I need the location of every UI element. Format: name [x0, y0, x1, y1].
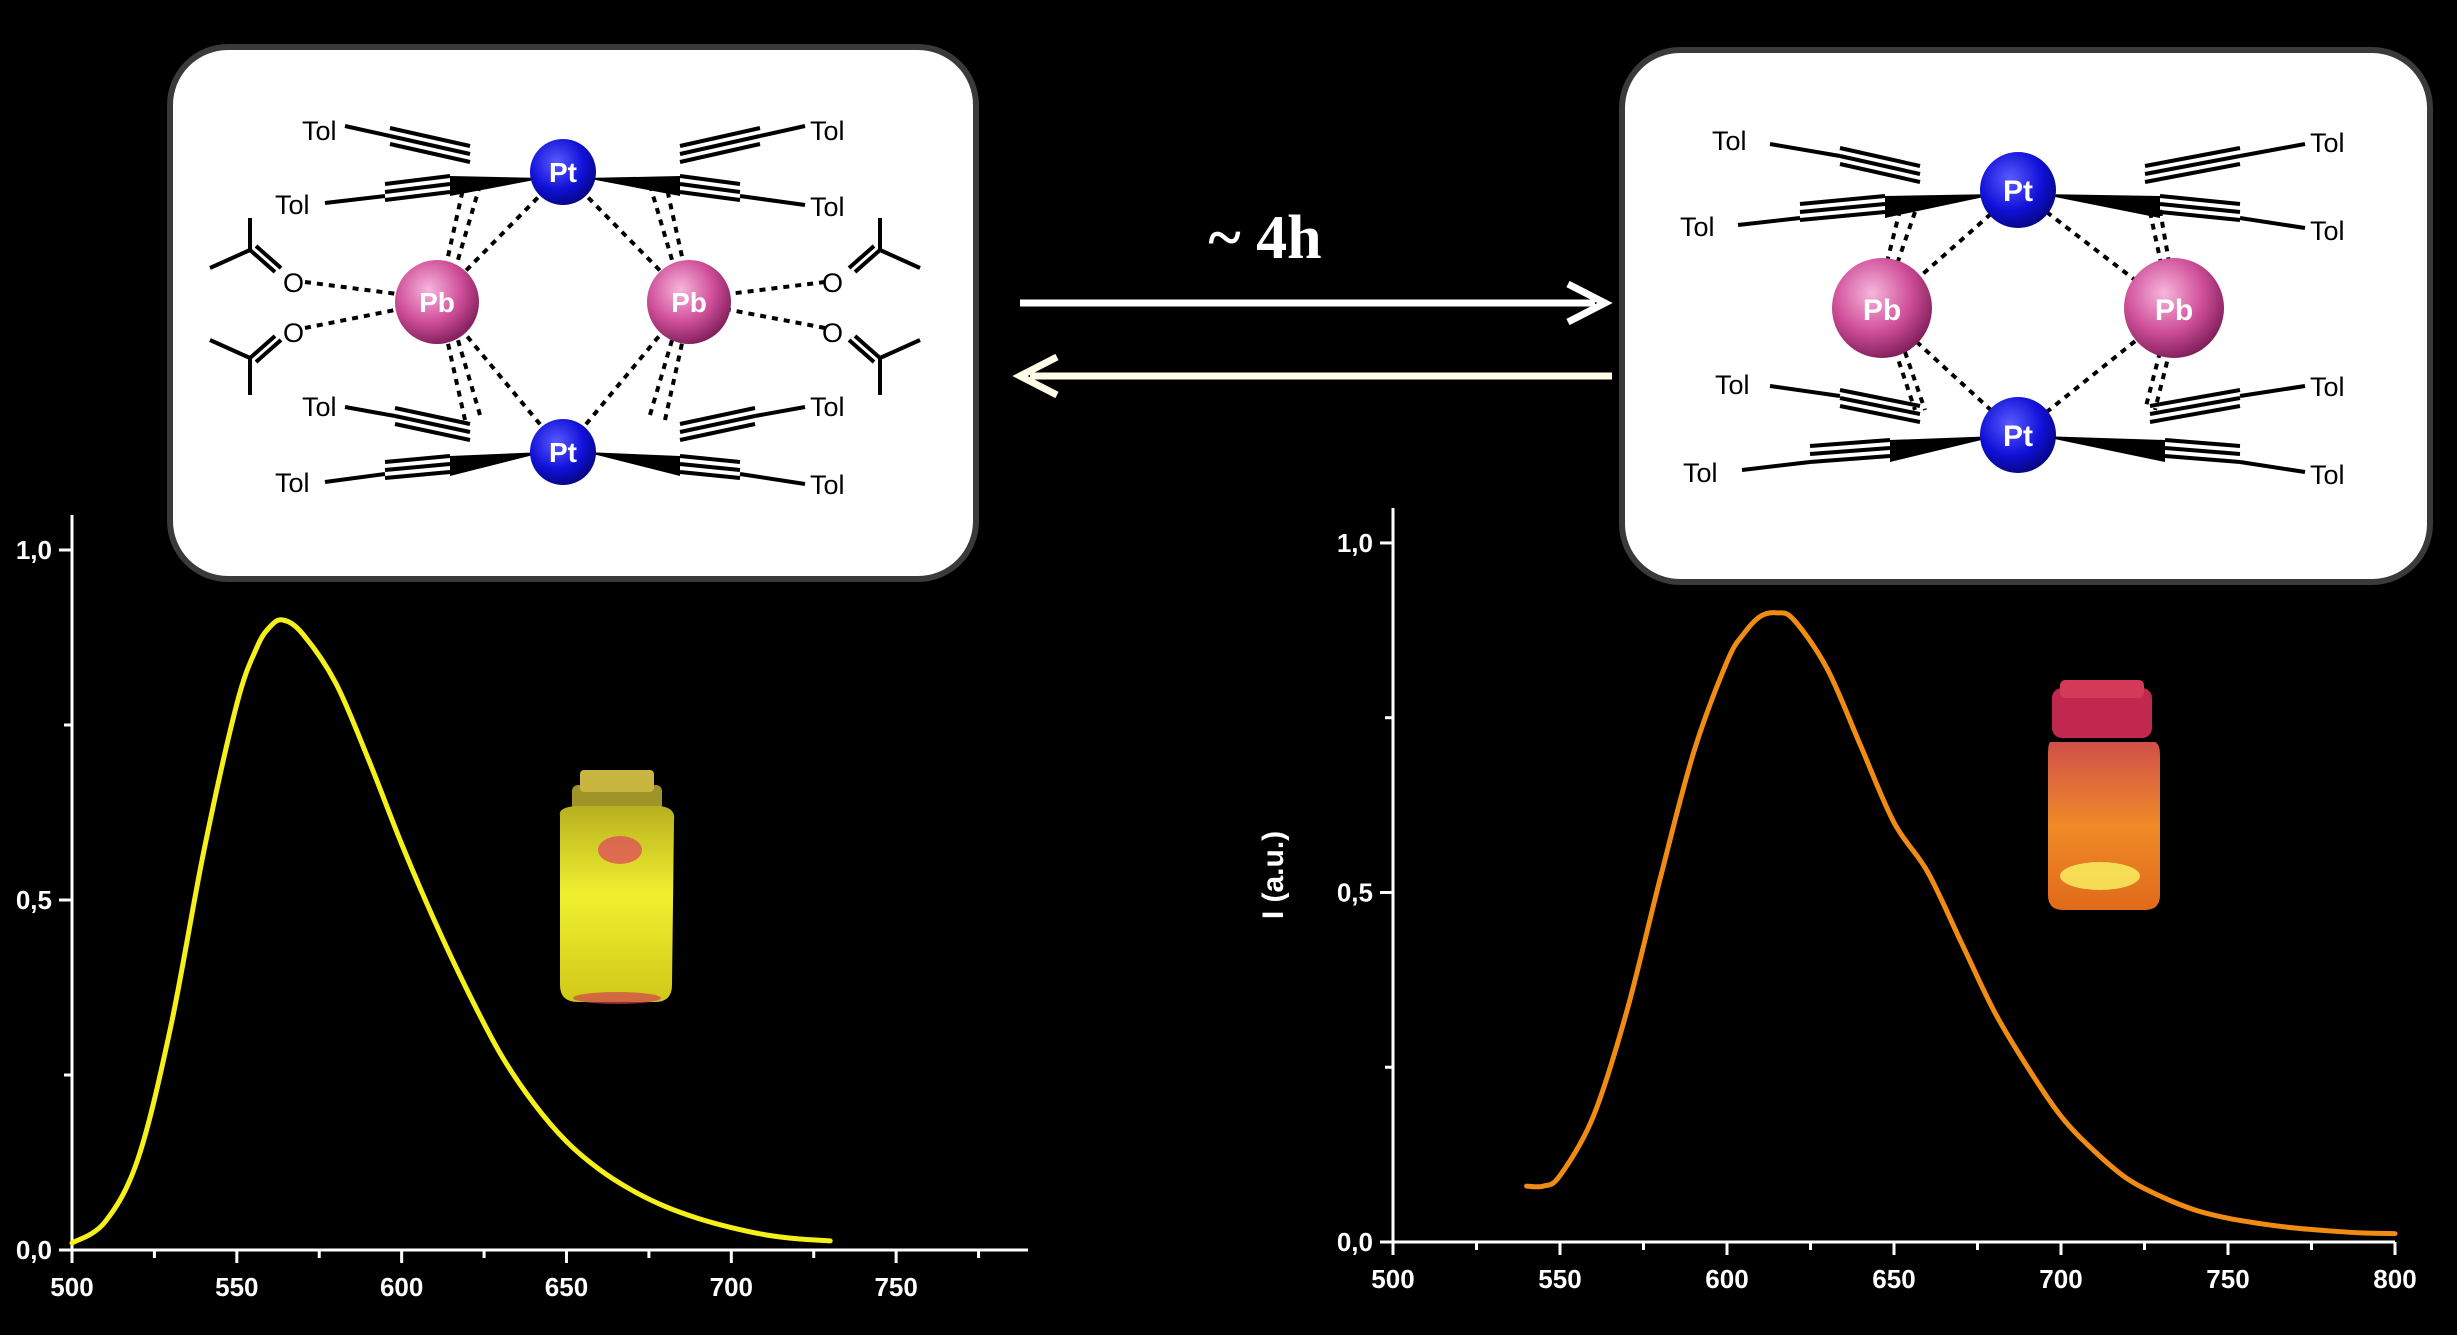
pb-label: Pb	[419, 287, 455, 318]
x-tick-label: 700	[2039, 1264, 2082, 1294]
emission-chart-left: 500 550 600 650 700 750 0,0 0,5 1,0	[16, 515, 1028, 1302]
pt-label: Pt	[549, 157, 577, 188]
structure-desolvated: Pt Pt Pb Pb Tol Tol Tol Tol Tol Tol Tol …	[1619, 47, 2433, 585]
y-tick-label: 1,0	[1337, 528, 1373, 558]
forward-arrowhead	[1566, 280, 1613, 326]
x-tick-label: 750	[2206, 1264, 2249, 1294]
wedge-bonds	[1885, 194, 2165, 462]
emission-series-line	[69, 617, 833, 1246]
tol-label: Tol	[810, 470, 845, 500]
reverse-arrowhead	[1012, 353, 1059, 399]
x-tick-label: 600	[380, 1272, 423, 1302]
pb-label: Pb	[671, 287, 707, 318]
tol-label: Tol	[302, 116, 337, 146]
vial-orange-emission-icon	[2048, 680, 2160, 910]
pb-atom-left	[1832, 258, 1932, 358]
pt-atom-bottom	[1980, 397, 2056, 473]
y-tick-label: 0,5	[1337, 877, 1373, 907]
tol-label: Tol	[275, 190, 310, 220]
tol-label: Tol	[810, 192, 845, 222]
reaction-time-label: ~ 4h	[1208, 204, 1321, 272]
x-tick-label: 550	[1538, 1264, 1581, 1294]
tol-label: Tol	[810, 392, 845, 422]
vial-yellow-emission-icon	[559, 770, 675, 1004]
x-tick-label: 750	[874, 1272, 917, 1302]
tol-label: Tol	[1683, 458, 1718, 488]
x-tick-label: 500	[1371, 1264, 1414, 1294]
pb-label: Pb	[2155, 294, 2193, 327]
pt-label: Pt	[2003, 420, 2033, 453]
x-tick-label: 800	[2373, 1264, 2416, 1294]
y-tick-label: 0,0	[1337, 1227, 1373, 1257]
structure-frame	[167, 44, 979, 582]
pb-atom-right	[647, 260, 731, 344]
x-tick-label: 550	[215, 1272, 258, 1302]
tol-label: Tol	[1712, 126, 1747, 156]
tol-label: Tol	[810, 116, 845, 146]
pt-atom-bottom	[530, 419, 596, 485]
oxygen-label: O	[283, 318, 304, 348]
x-tick-label: 500	[50, 1272, 93, 1302]
ligand-bonds	[209, 124, 921, 486]
tol-label: Tol	[275, 468, 310, 498]
tol-label: Tol	[302, 392, 337, 422]
y-tick-label: 0,5	[16, 885, 52, 915]
pt-label: Pt	[549, 437, 577, 468]
emission-series-line	[1524, 610, 2398, 1237]
pt-atom-top	[530, 139, 596, 205]
tol-label: Tol	[1715, 370, 1750, 400]
y-axis-label: I (a.u.)	[1257, 831, 1290, 919]
tol-label: Tol	[1680, 212, 1715, 242]
tol-label: Tol	[2310, 460, 2345, 490]
y-tick-label: 1,0	[16, 535, 52, 565]
ligand-bonds	[1737, 142, 2306, 474]
oxygen-label: O	[822, 318, 843, 348]
emission-chart-right: 500 550 600 650 700 750 800 0,0 0,5 1,0 I (a.u.)	[1257, 508, 2417, 1294]
pt-label: Pt	[2003, 175, 2033, 208]
y-tick-label: 0,0	[16, 1235, 52, 1265]
x-tick-label: 700	[710, 1272, 753, 1302]
pb-label: Pb	[1863, 294, 1901, 327]
x-tick-label: 650	[1872, 1264, 1915, 1294]
structure-frame	[1619, 47, 2433, 585]
tol-label: Tol	[2310, 372, 2345, 402]
reaction-arrows: ~ 4h	[1012, 204, 1613, 399]
x-tick-label: 600	[1705, 1264, 1748, 1294]
x-tick-label: 650	[545, 1272, 588, 1302]
structure-solvated: Pt Pt Pb Pb Tol Tol Tol Tol Tol Tol Tol …	[167, 44, 979, 582]
tol-label: Tol	[2310, 216, 2345, 246]
pb-atom-left	[395, 260, 479, 344]
oxygen-label: O	[283, 268, 304, 298]
oxygen-label: O	[822, 268, 843, 298]
wedge-bonds	[450, 176, 680, 476]
pt-atom-top	[1980, 152, 2056, 228]
tol-label: Tol	[2310, 128, 2345, 158]
pb-atom-right	[2124, 258, 2224, 358]
